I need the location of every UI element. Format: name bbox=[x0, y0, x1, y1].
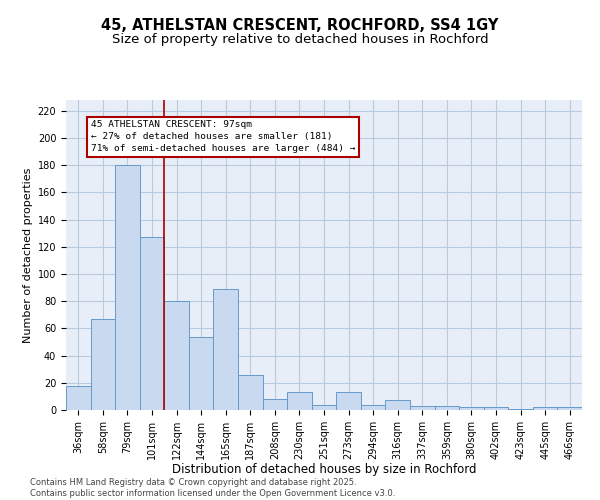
Text: 45, ATHELSTAN CRESCENT, ROCHFORD, SS4 1GY: 45, ATHELSTAN CRESCENT, ROCHFORD, SS4 1G… bbox=[101, 18, 499, 32]
Bar bbox=[115, 166, 140, 410]
Bar bbox=[336, 392, 361, 410]
Bar bbox=[164, 301, 189, 410]
Bar bbox=[263, 399, 287, 410]
Bar bbox=[459, 408, 484, 410]
Text: Contains HM Land Registry data © Crown copyright and database right 2025.
Contai: Contains HM Land Registry data © Crown c… bbox=[30, 478, 395, 498]
Bar bbox=[189, 336, 214, 410]
Bar bbox=[533, 408, 557, 410]
Bar bbox=[484, 408, 508, 410]
Bar bbox=[312, 404, 336, 410]
Bar bbox=[361, 404, 385, 410]
Bar bbox=[557, 408, 582, 410]
Y-axis label: Number of detached properties: Number of detached properties bbox=[23, 168, 34, 342]
X-axis label: Distribution of detached houses by size in Rochford: Distribution of detached houses by size … bbox=[172, 464, 476, 476]
Text: Size of property relative to detached houses in Rochford: Size of property relative to detached ho… bbox=[112, 32, 488, 46]
Text: 45 ATHELSTAN CRESCENT: 97sqm
← 27% of detached houses are smaller (181)
71% of s: 45 ATHELSTAN CRESCENT: 97sqm ← 27% of de… bbox=[91, 120, 355, 153]
Bar bbox=[434, 406, 459, 410]
Bar bbox=[410, 406, 434, 410]
Bar bbox=[238, 374, 263, 410]
Bar bbox=[140, 238, 164, 410]
Bar bbox=[66, 386, 91, 410]
Bar bbox=[385, 400, 410, 410]
Bar bbox=[508, 408, 533, 410]
Bar bbox=[287, 392, 312, 410]
Bar bbox=[214, 289, 238, 410]
Bar bbox=[91, 319, 115, 410]
